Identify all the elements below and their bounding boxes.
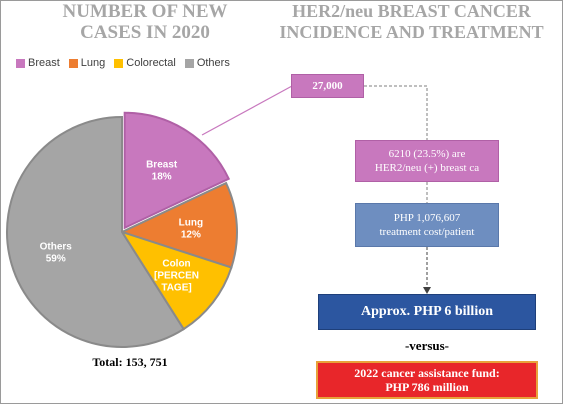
pie-slice-breast — [123, 111, 231, 230]
legend-label-breast: Breast — [28, 57, 60, 69]
chart-title-line-2: CASES IN 2020 — [80, 22, 210, 43]
pie-slice-lung — [119, 181, 238, 269]
chart-title-line-1: NUMBER OF NEW — [62, 1, 228, 22]
pie-slice-colorectal — [119, 230, 233, 331]
pie-chart: Breast 18% Lung 12% Colon [PERCEN TAGE] Others 5… — [6, 111, 238, 348]
breast-cases-box: 27,000 — [291, 74, 364, 98]
pie-label-breast: Breast 18% — [146, 160, 178, 183]
pie-slice-others — [6, 115, 186, 348]
legend-item-others: Others — [184, 57, 230, 69]
flow-title-line-1: HER2/neu BREAST CANCER — [292, 1, 531, 21]
legend-swatch-breast — [16, 58, 25, 68]
fund-line-2: PHP 786 million — [385, 380, 469, 394]
total-cases: Total: 153, 751 — [92, 355, 168, 369]
pie-label-colorectal: Colon [PERCEN TAGE] — [154, 258, 199, 293]
legend-item-lung: Lung — [68, 57, 106, 69]
versus-label: -versus- — [404, 338, 450, 353]
legend-label-colorectal: Colorectal — [126, 57, 176, 69]
legend-item-colorectal: Colorectal — [114, 57, 176, 69]
her2-line-2: HER2/neu (+) breast ca — [374, 162, 480, 174]
flow-title: HER2/neu BREAST CANCER INCIDENCE AND TRE… — [260, 1, 563, 43]
cost-line-2: treatment cost/patient — [379, 226, 475, 238]
legend-label-lung: Lung — [80, 57, 106, 69]
legend-item-breast: Breast — [16, 57, 60, 69]
pie-label-others: Others 59% — [40, 241, 73, 264]
legend-swatch-lung — [68, 58, 78, 68]
chart-title: NUMBER OF NEW CASES IN 2020 — [0, 1, 290, 43]
chart-legend: Breast Lung Colorectal Others — [16, 57, 230, 69]
cost-line-1: PHP 1,076,607 — [393, 212, 461, 224]
flow-title-line-2: INCIDENCE AND TREATMENT — [279, 22, 544, 42]
her2-box: 6210 (23.5%) are HER2/neu (+) breast ca — [355, 140, 499, 182]
legend-swatch-others — [184, 58, 194, 68]
legend-swatch-colorectal — [114, 58, 124, 68]
pie-label-lung: Lung 12% — [179, 218, 203, 241]
her2-line-1: 6210 (23.5%) are — [388, 148, 466, 160]
treatment-cost-box: PHP 1,076,607 treatment cost/patient — [355, 203, 499, 247]
fund-box: 2022 cancer assistance fund: PHP 786 mil… — [316, 361, 538, 399]
legend-label-others: Others — [196, 57, 230, 69]
total-cost-box: Approx. PHP 6 billion — [318, 294, 536, 330]
fund-line-1: 2022 cancer assistance fund: — [354, 366, 500, 380]
